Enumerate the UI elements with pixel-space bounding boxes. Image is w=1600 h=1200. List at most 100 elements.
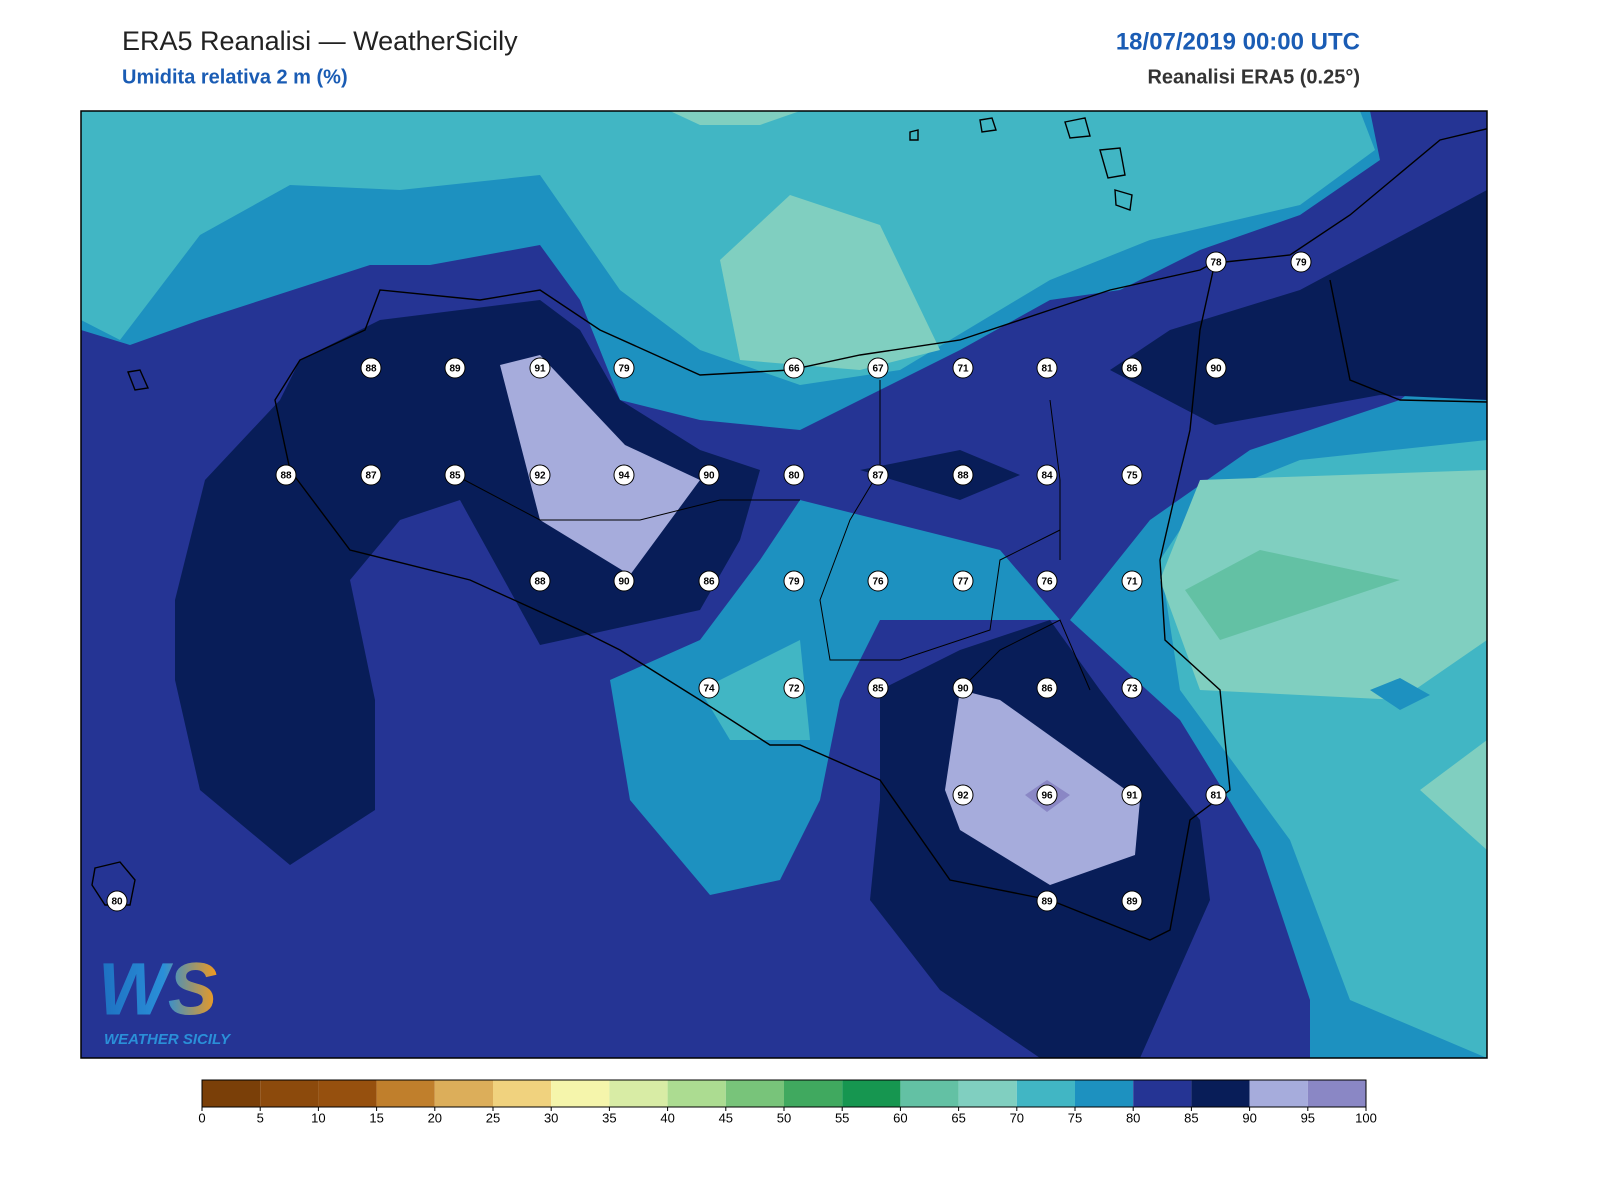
station-value: 90 bbox=[703, 471, 715, 482]
station-value: 79 bbox=[788, 577, 800, 588]
contour-region bbox=[1420, 740, 1487, 850]
contour-region bbox=[1370, 678, 1430, 710]
colorbar-tick-label: 5 bbox=[257, 1110, 264, 1125]
pantelleria bbox=[91, 861, 136, 906]
colorbar-segment bbox=[1249, 1080, 1308, 1107]
logo-name: WEATHER SICILY bbox=[104, 1031, 232, 1048]
colorbar-segment bbox=[260, 1080, 319, 1107]
station-value: 96 bbox=[1041, 791, 1053, 802]
station-value: 89 bbox=[1126, 897, 1138, 908]
contour-region bbox=[720, 195, 940, 370]
station-marker bbox=[1205, 251, 1227, 273]
colorbar-tick-label: 80 bbox=[1126, 1110, 1140, 1125]
colorbar-segment bbox=[1307, 1080, 1366, 1107]
station-value: 90 bbox=[618, 577, 630, 588]
station-marker bbox=[613, 464, 635, 486]
station-value: 90 bbox=[1210, 364, 1222, 375]
colorbar-segment bbox=[1016, 1080, 1075, 1107]
egadi-island bbox=[127, 369, 150, 391]
station-value: 92 bbox=[957, 791, 969, 802]
colorbar-tick-label: 30 bbox=[544, 1110, 558, 1125]
contour-region bbox=[1110, 190, 1487, 425]
station-value: 85 bbox=[872, 684, 884, 695]
datetime: 18/07/2019 00:00 UTC bbox=[1116, 28, 1360, 55]
station-marker bbox=[1121, 464, 1143, 486]
station-value: 76 bbox=[872, 577, 884, 588]
colorbar-segment bbox=[434, 1080, 493, 1107]
station-value: 92 bbox=[534, 471, 546, 482]
logo-mark: WS bbox=[98, 948, 217, 1031]
colorbar-tick-label: 75 bbox=[1068, 1110, 1082, 1125]
station-value: 88 bbox=[534, 577, 546, 588]
colorbar-tick-label: 95 bbox=[1301, 1110, 1315, 1125]
station-marker bbox=[783, 677, 805, 699]
contour-region bbox=[670, 111, 800, 125]
station-value: 77 bbox=[957, 577, 969, 588]
colorbar: 0 5 10 15 20 25 30 35 40 45 50 55 60 65 70 75 80 85 90 95 10… bbox=[198, 1079, 1377, 1125]
station-value: 66 bbox=[788, 364, 800, 375]
source: Reanalisi ERA5 (0.25°) bbox=[1147, 66, 1360, 88]
station-marker bbox=[613, 570, 635, 592]
stations: 78 79 88 89 91 79 66 67 71 81 86 90 88 87 85 92 94 90 80 87… bbox=[106, 251, 1312, 912]
colorbar-tick-label: 20 bbox=[428, 1110, 442, 1125]
colorbar-tick-label: 100 bbox=[1355, 1110, 1377, 1125]
station-marker bbox=[1121, 784, 1143, 806]
station-marker bbox=[1121, 357, 1143, 379]
station-marker bbox=[360, 464, 382, 486]
station-marker bbox=[867, 570, 889, 592]
station-marker bbox=[360, 357, 382, 379]
station-value: 80 bbox=[111, 897, 123, 908]
colorbar-tick-label: 55 bbox=[835, 1110, 849, 1125]
station-marker bbox=[952, 464, 974, 486]
station-marker bbox=[1036, 570, 1058, 592]
station-value: 80 bbox=[788, 471, 800, 482]
station-value: 87 bbox=[365, 471, 377, 482]
station-value: 88 bbox=[280, 471, 292, 482]
contour-region bbox=[860, 450, 1020, 500]
station-value: 94 bbox=[618, 471, 630, 482]
station-value: 89 bbox=[449, 364, 461, 375]
station-value: 79 bbox=[1295, 258, 1307, 269]
station-value: 86 bbox=[703, 577, 715, 588]
station-marker bbox=[952, 357, 974, 379]
station-marker bbox=[1121, 677, 1143, 699]
calabria-coast bbox=[1224, 128, 1487, 263]
coastlines bbox=[91, 117, 1487, 941]
station-marker bbox=[952, 570, 974, 592]
contour-region bbox=[610, 500, 1060, 895]
colorbar-segment bbox=[551, 1080, 610, 1107]
station-marker bbox=[783, 464, 805, 486]
station-value: 72 bbox=[788, 684, 800, 695]
colorbar-tick-label: 45 bbox=[719, 1110, 733, 1125]
colorbar-tick-label: 10 bbox=[311, 1110, 325, 1125]
station-marker bbox=[698, 570, 720, 592]
station-marker bbox=[529, 570, 551, 592]
province-borders bbox=[454, 380, 1091, 691]
contour-region bbox=[81, 111, 1375, 385]
station-marker bbox=[867, 357, 889, 379]
colorbar-segment bbox=[958, 1080, 1017, 1107]
station-value: 87 bbox=[872, 471, 884, 482]
station-marker bbox=[529, 464, 551, 486]
colorbar-tick-label: 85 bbox=[1184, 1110, 1198, 1125]
colorbar-tick-label: 35 bbox=[602, 1110, 616, 1125]
contour-region bbox=[700, 640, 810, 740]
contour-fields bbox=[81, 111, 1487, 1058]
station-value: 86 bbox=[1041, 684, 1053, 695]
station-marker bbox=[867, 464, 889, 486]
colorbar-tick-label: 90 bbox=[1242, 1110, 1256, 1125]
colorbar-tick-label: 40 bbox=[660, 1110, 674, 1125]
colorbar-segment bbox=[1075, 1080, 1134, 1107]
colorbar-tick-label: 60 bbox=[893, 1110, 907, 1125]
colorbar-segment bbox=[202, 1080, 261, 1107]
station-marker bbox=[529, 357, 551, 379]
station-value: 81 bbox=[1210, 791, 1222, 802]
colorbar-segment bbox=[493, 1080, 552, 1107]
station-marker bbox=[444, 357, 466, 379]
station-value: 71 bbox=[1126, 577, 1138, 588]
contour-region bbox=[1185, 550, 1400, 640]
station-marker bbox=[783, 357, 805, 379]
colorbar-segment bbox=[1191, 1080, 1250, 1107]
